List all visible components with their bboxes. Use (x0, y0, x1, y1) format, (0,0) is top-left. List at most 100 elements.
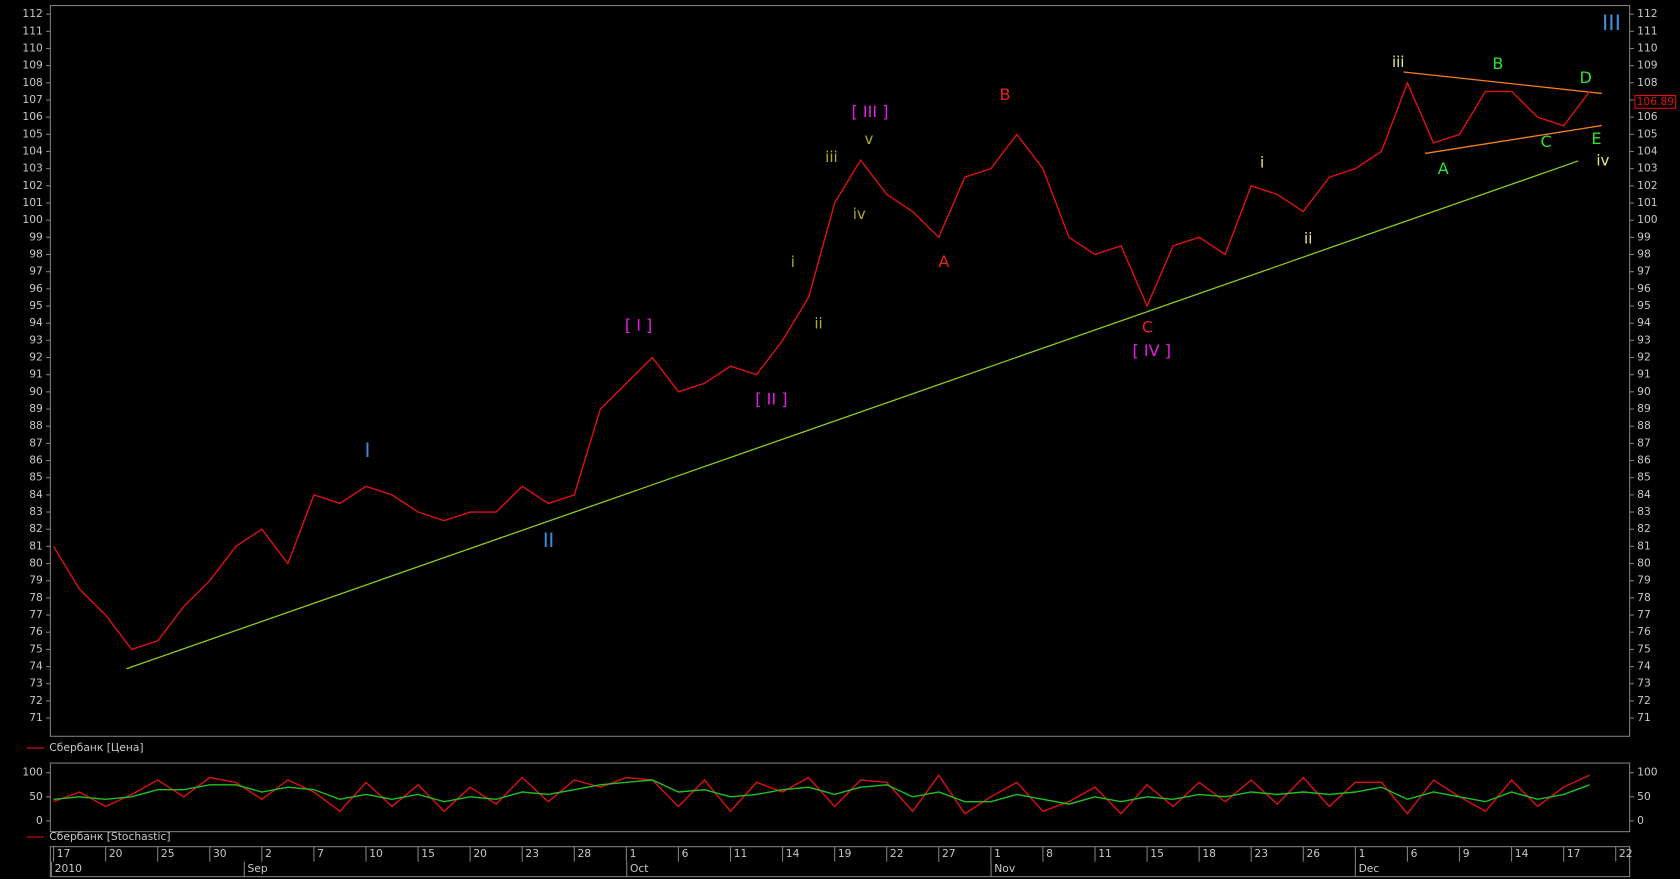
wave-label: [ I ] (625, 315, 652, 334)
x-tick-label: 27 (942, 847, 956, 860)
y-tick-label: 102 (1637, 179, 1657, 192)
y-tick-label: 89 (29, 402, 43, 415)
y-tick-label: 111 (22, 24, 42, 37)
y-tick-label: 101 (22, 196, 42, 209)
y-tick-label: 104 (22, 144, 43, 157)
month-label: Nov (994, 862, 1016, 875)
y-tick-label: 109 (22, 59, 43, 72)
y-tick-label: 99 (1637, 230, 1651, 243)
wave-label: iii (1392, 53, 1405, 71)
x-tick-label: 17 (1567, 847, 1581, 860)
y-tick-label: 102 (22, 179, 42, 192)
date-axis (49, 846, 1631, 878)
y-tick-label: 85 (1637, 471, 1651, 484)
y-tick-label: 98 (29, 248, 43, 261)
y-tick-label: 103 (22, 162, 42, 175)
y-tick-label: 108 (1637, 76, 1658, 89)
y-tick-label: 83 (1637, 505, 1651, 518)
y-tick-label: 88 (1637, 419, 1651, 432)
y-tick-label: 95 (1637, 299, 1651, 312)
x-tick-label: 15 (1150, 847, 1164, 860)
wave-label: I (365, 439, 371, 462)
last-price-label: 106.89 (1637, 95, 1675, 108)
y-tick-label: 98 (1637, 248, 1651, 261)
wave-label: v (864, 130, 873, 148)
series-line (53, 773, 1590, 815)
y-tick-label: 107 (22, 93, 42, 106)
month-label: Sep (247, 862, 267, 875)
y-tick-label: 110 (22, 41, 43, 54)
wave-label: B (999, 85, 1010, 104)
y-tick-label: 100 (1637, 766, 1658, 779)
y-tick-label: 101 (1637, 196, 1657, 209)
y-tick-label: 100 (22, 213, 43, 226)
x-tick-label: 17 (57, 847, 71, 860)
y-tick-label: 73 (29, 677, 43, 690)
y-tick-label: 89 (1637, 402, 1651, 415)
y-tick-label: 109 (1637, 59, 1658, 72)
y-tick-label: 97 (1637, 265, 1651, 278)
y-tick-label: 99 (29, 230, 43, 243)
y-tick-label: 91 (1637, 368, 1651, 381)
month-label: Oct (630, 862, 649, 875)
wave-label: B (1492, 54, 1503, 73)
y-tick-label: 92 (1637, 351, 1651, 364)
x-tick-label: 14 (786, 847, 800, 860)
y-tick-label: 80 (29, 557, 43, 570)
x-tick-label: 22 (1619, 847, 1633, 860)
y-tick-label: 112 (1637, 7, 1657, 20)
wave-label: D (1580, 68, 1592, 87)
y-tick-label: 84 (1637, 488, 1651, 501)
y-tick-label: 104 (1637, 144, 1658, 157)
y-tick-label: 80 (1637, 557, 1651, 570)
wave-label: C (1540, 132, 1551, 151)
y-tick-label: 76 (1637, 625, 1651, 638)
y-tick-label: 105 (22, 127, 42, 140)
month-label: Dec (1359, 862, 1380, 875)
series-line (52, 80, 1591, 651)
x-tick-label: 1 (630, 847, 637, 860)
x-tick-label: 1 (1359, 847, 1366, 860)
x-tick-label: 10 (369, 847, 383, 860)
y-tick-label: 93 (29, 333, 43, 346)
y-tick-label: 75 (29, 642, 43, 655)
x-tick-label: 6 (682, 847, 689, 860)
y-tick-label: 77 (29, 608, 43, 621)
triangle-upper (1403, 71, 1602, 95)
y-tick-label: 78 (29, 591, 43, 604)
y-tick-label: 0 (1637, 814, 1644, 827)
x-tick-label: 6 (1411, 847, 1418, 860)
wave-label: [ III ] (852, 102, 889, 121)
support-line (126, 160, 1579, 670)
y-tick-label: 86 (1637, 454, 1651, 467)
legend-price: Сбербанк [Цена] (49, 741, 143, 754)
x-tick-label: 23 (525, 847, 539, 860)
y-tick-label: 105 (1637, 127, 1657, 140)
x-tick-label: 8 (1046, 847, 1053, 860)
y-tick-label: 50 (1637, 790, 1651, 803)
y-tick-label: 82 (1637, 522, 1651, 535)
wave-label: ii (814, 314, 822, 332)
y-tick-label: 106 (1637, 110, 1658, 123)
y-tick-label: 91 (29, 368, 43, 381)
wave-label: iii (825, 148, 838, 166)
legend-stochastic: Сбербанк [Stochastic] (49, 830, 170, 843)
x-tick-label: 28 (578, 847, 592, 860)
x-tick-label: 20 (109, 847, 123, 860)
y-tick-label: 100 (1637, 213, 1658, 226)
y-tick-label: 110 (1637, 41, 1658, 54)
triangle-lower (1424, 124, 1602, 155)
y-tick-label: 92 (29, 351, 43, 364)
y-tick-label: 86 (29, 454, 43, 467)
y-tick-label: 100 (22, 766, 43, 779)
wave-label: A (1438, 159, 1449, 178)
y-tick-label: 84 (29, 488, 43, 501)
y-tick-label: 50 (29, 790, 43, 803)
x-tick-label: 2 (265, 847, 272, 860)
y-tick-label: 79 (29, 574, 43, 587)
y-tick-label: 81 (29, 539, 43, 552)
y-tick-label: 74 (29, 660, 43, 673)
wave-label: i (791, 253, 795, 271)
